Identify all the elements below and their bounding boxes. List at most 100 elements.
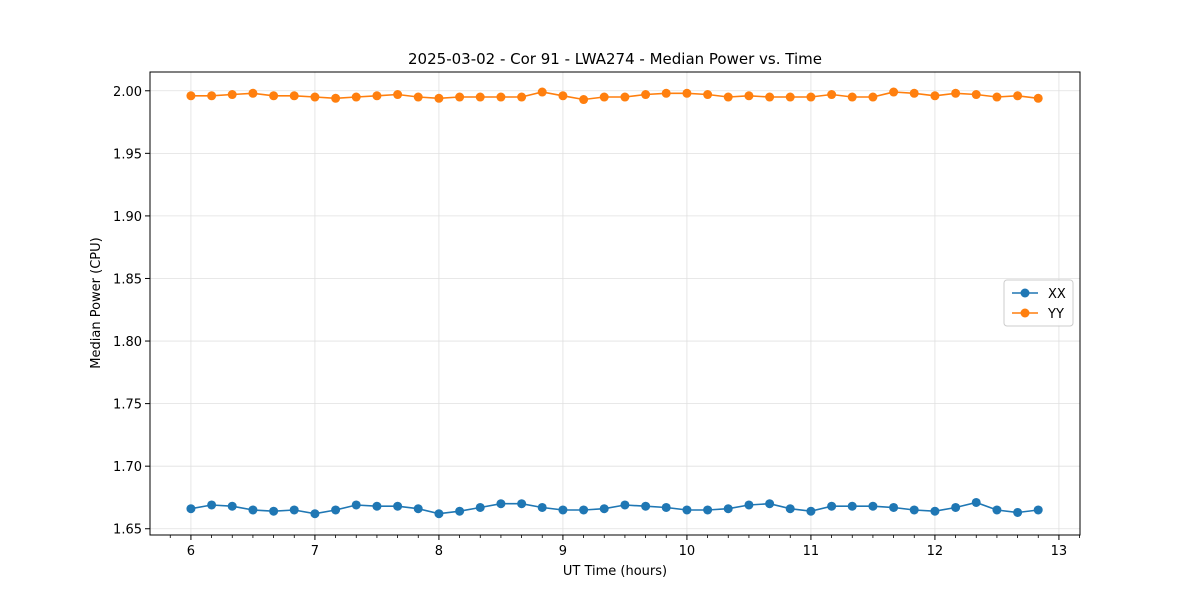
data-point-xx xyxy=(207,500,217,510)
data-point-xx xyxy=(289,505,299,515)
data-point-xx xyxy=(806,506,816,516)
data-point-xx xyxy=(682,505,692,515)
data-point-xx xyxy=(455,506,465,516)
data-point-xx xyxy=(310,509,320,519)
data-point-xx xyxy=(517,499,527,509)
data-point-yy xyxy=(351,92,361,102)
data-point-xx xyxy=(703,505,713,515)
x-tick-label: 9 xyxy=(559,544,567,559)
data-point-xx xyxy=(1033,505,1043,515)
data-point-xx xyxy=(413,504,423,514)
data-point-xx xyxy=(434,509,444,519)
y-tick-label: 1.80 xyxy=(113,335,142,350)
y-tick-label: 1.95 xyxy=(113,147,142,162)
data-point-xx xyxy=(744,500,754,510)
data-point-yy xyxy=(393,90,403,100)
data-point-yy xyxy=(868,92,878,102)
data-point-yy xyxy=(827,90,837,100)
data-point-yy xyxy=(889,87,899,97)
data-point-xx xyxy=(331,505,341,515)
y-tick-label: 2.00 xyxy=(113,85,142,100)
data-point-xx xyxy=(785,504,795,514)
data-point-xx xyxy=(992,505,1002,515)
data-point-yy xyxy=(641,90,651,100)
data-point-yy xyxy=(765,92,775,102)
data-point-xx xyxy=(723,504,733,514)
data-point-yy xyxy=(579,95,589,105)
data-point-yy xyxy=(372,91,382,101)
data-point-xx xyxy=(496,499,506,509)
data-point-yy xyxy=(909,88,919,98)
data-point-yy xyxy=(455,92,465,102)
y-tick-label: 1.65 xyxy=(113,523,142,538)
x-tick-label: 10 xyxy=(679,544,696,559)
data-point-xx xyxy=(909,505,919,515)
x-tick-label: 12 xyxy=(927,544,944,559)
plot-frame xyxy=(149,71,1081,536)
data-point-xx xyxy=(393,501,403,511)
data-point-yy xyxy=(289,91,299,101)
data-point-yy xyxy=(227,90,237,100)
data-point-xx xyxy=(827,501,837,511)
data-point-xx xyxy=(599,504,609,514)
data-point-yy xyxy=(682,88,692,98)
data-point-yy xyxy=(434,93,444,103)
x-tick-label: 6 xyxy=(187,544,195,559)
x-tick-label: 7 xyxy=(311,544,319,559)
data-point-xx xyxy=(889,502,899,512)
chart-title: 2025-03-02 - Cor 91 - LWA274 - Median Po… xyxy=(408,50,822,68)
data-point-yy xyxy=(992,92,1002,102)
data-point-yy xyxy=(269,91,279,101)
data-point-yy xyxy=(496,92,506,102)
data-point-yy xyxy=(620,92,630,102)
data-point-xx xyxy=(1013,507,1023,517)
data-point-yy xyxy=(930,91,940,101)
data-point-yy xyxy=(1013,91,1023,101)
data-point-yy xyxy=(723,92,733,102)
data-point-yy xyxy=(537,87,547,97)
data-point-yy xyxy=(207,91,217,101)
data-point-xx xyxy=(951,502,961,512)
data-point-yy xyxy=(310,92,320,102)
data-point-xx xyxy=(227,501,237,511)
y-tick-label: 1.90 xyxy=(113,210,142,225)
data-point-xx xyxy=(971,497,981,507)
data-point-yy xyxy=(806,92,816,102)
data-point-yy xyxy=(971,90,981,100)
data-point-xx xyxy=(537,502,547,512)
data-point-yy xyxy=(661,88,671,98)
data-point-yy xyxy=(186,91,196,101)
legend-label-yy: YY xyxy=(1047,307,1064,322)
x-tick-label: 11 xyxy=(803,544,820,559)
data-point-yy xyxy=(475,92,485,102)
data-point-xx xyxy=(641,501,651,511)
data-point-xx xyxy=(661,502,671,512)
data-point-yy xyxy=(558,91,568,101)
data-point-yy xyxy=(744,91,754,101)
legend-marker-xx xyxy=(1020,288,1030,298)
data-point-yy xyxy=(331,93,341,103)
data-point-yy xyxy=(413,92,423,102)
data-point-yy xyxy=(785,92,795,102)
data-point-xx xyxy=(847,501,857,511)
data-point-xx xyxy=(475,502,485,512)
data-point-yy xyxy=(703,90,713,100)
data-point-yy xyxy=(599,92,609,102)
data-point-yy xyxy=(1033,93,1043,103)
y-tick-label: 1.75 xyxy=(113,398,142,413)
data-point-yy xyxy=(951,88,961,98)
axis-ticks: 6 7 8 9 10 11 12 13 1.65 1.70 1.75 1.80 1.85 1.90 1.95… xyxy=(113,85,1080,559)
legend: XX YY xyxy=(1003,279,1074,327)
y-axis-label: Median Power (CPU) xyxy=(89,237,104,368)
data-point-xx xyxy=(765,499,775,509)
legend-marker-yy xyxy=(1020,308,1030,318)
data-point-xx xyxy=(186,504,196,514)
data-point-xx xyxy=(620,500,630,510)
data-point-xx xyxy=(269,506,279,516)
x-tick-label: 13 xyxy=(1051,544,1068,559)
x-axis-label: UT Time (hours) xyxy=(563,564,667,579)
data-point-xx xyxy=(579,505,589,515)
data-point-xx xyxy=(372,501,382,511)
data-point-xx xyxy=(930,506,940,516)
